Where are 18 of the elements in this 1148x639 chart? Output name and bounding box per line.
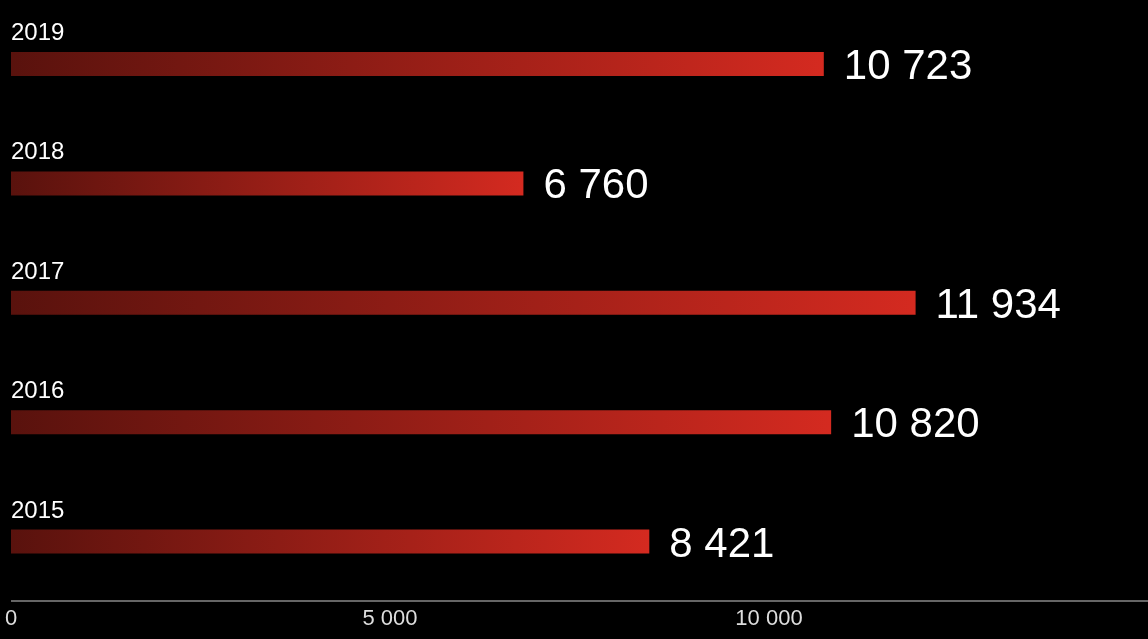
y-tick-label: 2018 <box>11 137 65 165</box>
y-tick-label: 2016 <box>11 376 65 404</box>
bar <box>11 410 832 435</box>
x-tick-label: 0 <box>4 604 18 630</box>
bar <box>11 52 824 76</box>
y-tick-label: 2019 <box>11 18 65 45</box>
data-label: 11 934 <box>935 279 1061 327</box>
data-label: 6 760 <box>543 160 649 208</box>
x-tick-label: 5 000 <box>362 604 418 630</box>
data-label: 8 421 <box>669 518 775 566</box>
data-label: 10 723 <box>843 40 973 88</box>
bar <box>11 290 916 315</box>
y-tick-label: 2015 <box>11 495 65 523</box>
x-tick-label: 10 000 <box>735 604 803 630</box>
bar <box>11 529 650 554</box>
bar <box>11 171 524 196</box>
data-label: 10 820 <box>851 399 980 447</box>
y-tick-label: 2017 <box>11 256 65 284</box>
